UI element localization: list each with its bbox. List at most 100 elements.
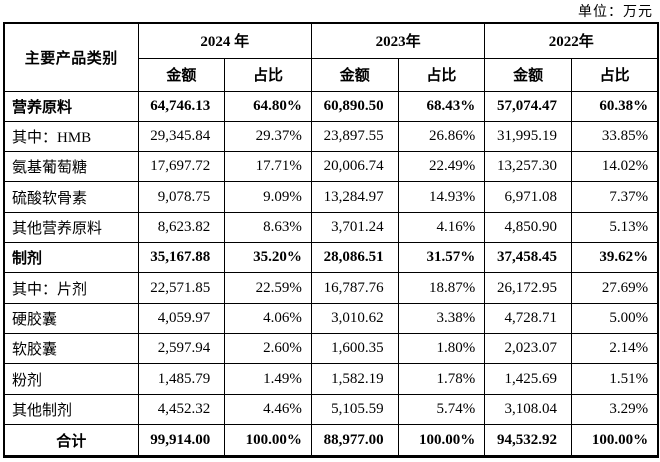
amount-cell: 29,345.84 xyxy=(137,120,226,153)
ratio-header-2022: 占比 xyxy=(570,57,659,92)
ratio-cell: 17.71% xyxy=(224,151,312,183)
ratio-cell: 2.14% xyxy=(570,333,659,365)
amount-cell: 99,914.00 xyxy=(137,424,226,457)
ratio-cell: 26.86% xyxy=(397,120,486,153)
table-row-hmb: 其中：HMB 29,345.84 29.37% 23,897.55 26.86%… xyxy=(3,120,659,153)
unit-label: 单位：万元 xyxy=(578,5,653,20)
table-row-other-preparations: 其他制剂 4,452.32 4.46% 5,105.59 5.74% 3,108… xyxy=(3,393,659,426)
ratio-cell: 33.85% xyxy=(570,120,659,153)
table-row-nutrition-materials: 营养原料 64,746.13 64.80% 60,890.50 68.43% 5… xyxy=(3,90,659,122)
amount-cell: 17,697.72 xyxy=(137,151,226,183)
ratio-cell: 2.60% xyxy=(224,333,312,365)
table-row-powder: 粉剂 1,485.79 1.49% 1,582.19 1.78% 1,425.6… xyxy=(3,363,659,395)
ratio-cell: 64.80% xyxy=(224,90,312,122)
table-row-chondroitin: 硫酸软骨素 9,078.75 9.09% 13,284.97 14.93% 6,… xyxy=(3,181,659,213)
category-column-header: 主要产品类别 xyxy=(3,22,139,92)
amount-cell: 3,108.04 xyxy=(484,393,572,426)
table-row-other-nutrition: 其他营养原料 8,623.82 8.63% 3,701.24 4.16% 4,8… xyxy=(3,211,659,244)
amount-cell: 4,850.90 xyxy=(484,211,572,244)
amount-cell: 35,167.88 xyxy=(137,242,226,274)
amount-cell: 64,746.13 xyxy=(137,90,226,122)
ratio-cell: 3.38% xyxy=(397,302,486,335)
amount-cell: 3,010.62 xyxy=(310,302,399,335)
amount-cell: 4,728.71 xyxy=(484,302,572,335)
table-row-glucosamine: 氨基葡萄糖 17,697.72 17.71% 20,006.74 22.49% … xyxy=(3,151,659,183)
ratio-cell: 1.49% xyxy=(224,363,312,395)
product-revenue-table: 主要产品类别 2024 年 2023年 2022年 金额 占比 金额 占比 金额… xyxy=(3,22,660,458)
row-label: 营养原料 xyxy=(3,90,139,122)
row-label: 其他营养原料 xyxy=(3,211,139,244)
ratio-cell: 1.78% xyxy=(397,363,486,395)
ratio-cell: 68.43% xyxy=(397,90,486,122)
ratio-header-2023: 占比 xyxy=(397,57,486,92)
row-label: 粉剂 xyxy=(3,363,139,395)
ratio-cell: 7.37% xyxy=(570,181,659,213)
amount-cell: 88,977.00 xyxy=(310,424,399,457)
ratio-cell: 3.29% xyxy=(570,393,659,426)
year-header-2024: 2024 年 xyxy=(137,22,312,59)
amount-cell: 1,425.69 xyxy=(484,363,572,395)
amount-cell: 13,284.97 xyxy=(310,181,399,213)
ratio-cell: 5.74% xyxy=(397,393,486,426)
ratio-cell: 100.00% xyxy=(397,424,486,457)
amount-cell: 1,582.19 xyxy=(310,363,399,395)
ratio-cell: 35.20% xyxy=(224,242,312,274)
table-row-hard-capsules: 硬胶囊 4,059.97 4.06% 3,010.62 3.38% 4,728.… xyxy=(3,302,659,335)
amount-cell: 23,897.55 xyxy=(310,120,399,153)
ratio-cell: 22.59% xyxy=(224,272,312,304)
table-row-tablets: 其中：片剂 22,571.85 22.59% 16,787.76 18.87% … xyxy=(3,272,659,304)
amount-cell: 1,600.35 xyxy=(310,333,399,365)
row-label: 硬胶囊 xyxy=(3,302,139,335)
amount-cell: 1,485.79 xyxy=(137,363,226,395)
table-row-preparations: 制剂 35,167.88 35.20% 28,086.51 31.57% 37,… xyxy=(3,242,659,274)
ratio-cell: 39.62% xyxy=(570,242,659,274)
amount-cell: 4,059.97 xyxy=(137,302,226,335)
ratio-cell: 8.63% xyxy=(224,211,312,244)
ratio-cell: 4.16% xyxy=(397,211,486,244)
table-row-soft-capsules: 软胶囊 2,597.94 2.60% 1,600.35 1.80% 2,023.… xyxy=(3,333,659,365)
ratio-cell: 9.09% xyxy=(224,181,312,213)
ratio-cell: 100.00% xyxy=(224,424,312,457)
amount-cell: 5,105.59 xyxy=(310,393,399,426)
row-label: 其他制剂 xyxy=(3,393,139,426)
amount-cell: 28,086.51 xyxy=(310,242,399,274)
ratio-cell: 14.93% xyxy=(397,181,486,213)
amount-header-2022: 金额 xyxy=(484,57,572,92)
amount-cell: 3,701.24 xyxy=(310,211,399,244)
ratio-cell: 1.51% xyxy=(570,363,659,395)
amount-cell: 13,257.30 xyxy=(484,151,572,183)
amount-cell: 57,074.47 xyxy=(484,90,572,122)
row-label: 氨基葡萄糖 xyxy=(3,151,139,183)
amount-cell: 37,458.45 xyxy=(484,242,572,274)
ratio-cell: 22.49% xyxy=(397,151,486,183)
amount-cell: 22,571.85 xyxy=(137,272,226,304)
amount-cell: 60,890.50 xyxy=(310,90,399,122)
ratio-cell: 5.00% xyxy=(570,302,659,335)
amount-cell: 4,452.32 xyxy=(137,393,226,426)
year-header-2022: 2022年 xyxy=(484,22,659,59)
row-label: 合计 xyxy=(3,424,139,457)
table-row-total: 合计 99,914.00 100.00% 88,977.00 100.00% 9… xyxy=(3,424,659,457)
amount-cell: 2,023.07 xyxy=(484,333,572,365)
row-label: 软胶囊 xyxy=(3,333,139,365)
ratio-cell: 29.37% xyxy=(224,120,312,153)
amount-cell: 8,623.82 xyxy=(137,211,226,244)
amount-cell: 16,787.76 xyxy=(310,272,399,304)
ratio-cell: 31.57% xyxy=(397,242,486,274)
ratio-cell: 27.69% xyxy=(570,272,659,304)
amount-header-2024: 金额 xyxy=(137,57,226,92)
ratio-cell: 5.13% xyxy=(570,211,659,244)
ratio-cell: 1.80% xyxy=(397,333,486,365)
amount-cell: 26,172.95 xyxy=(484,272,572,304)
ratio-cell: 18.87% xyxy=(397,272,486,304)
ratio-cell: 4.06% xyxy=(224,302,312,335)
row-label: 其中：HMB xyxy=(3,120,139,153)
ratio-cell: 100.00% xyxy=(570,424,659,457)
amount-cell: 2,597.94 xyxy=(137,333,226,365)
row-label: 其中：片剂 xyxy=(3,272,139,304)
amount-header-2023: 金额 xyxy=(310,57,399,92)
amount-cell: 9,078.75 xyxy=(137,181,226,213)
ratio-cell: 14.02% xyxy=(570,151,659,183)
amount-cell: 6,971.08 xyxy=(484,181,572,213)
year-header-2023: 2023年 xyxy=(310,22,486,59)
